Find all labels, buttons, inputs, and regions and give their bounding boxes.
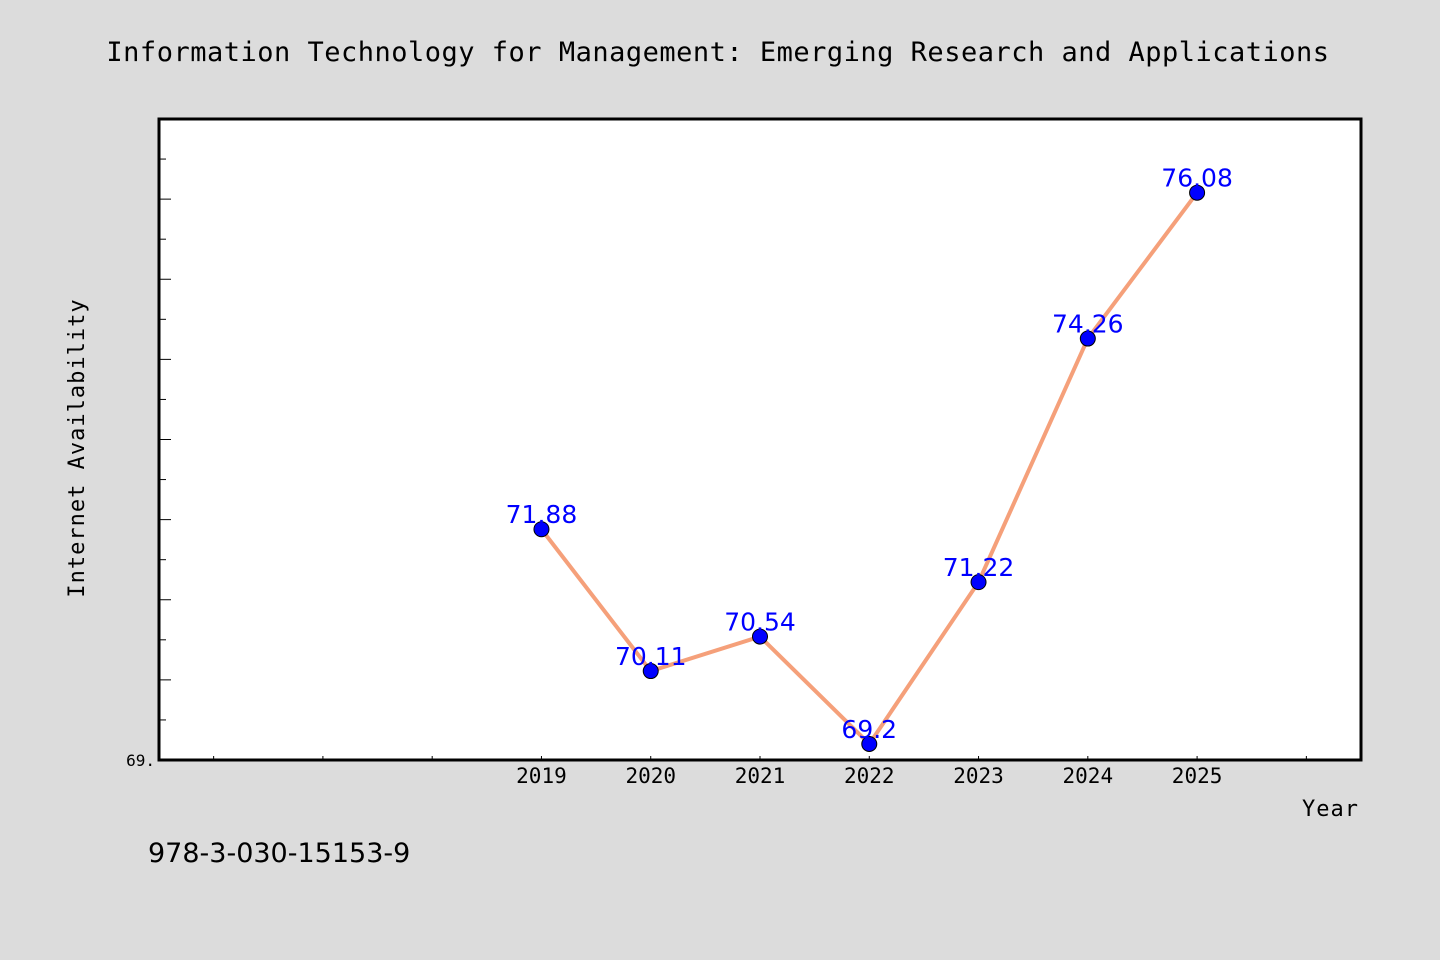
x-tick-label: 2022 [844,764,895,788]
data-label: 71.22 [943,553,1015,582]
x-tick-label: 2019 [516,764,567,788]
data-point [533,521,550,538]
x-axis-label: Year [1302,797,1359,822]
data-label: 74.26 [1052,310,1124,339]
x-tick-label: 2025 [1172,764,1223,788]
data-point [642,663,659,680]
data-label: 71.88 [506,500,578,529]
x-tick-label: 2021 [735,764,786,788]
data-label: 70.54 [724,608,796,637]
data-point [1189,184,1206,201]
y-axis-ticks [159,158,171,721]
y-axis-label: Internet Availability [65,298,90,597]
data-labels: 71.88 70.11 70.54 69.2 71.22 74.26 76.08 [506,164,1233,744]
data-label: 70.11 [615,642,687,671]
x-tick-label: 2023 [953,764,1004,788]
data-label: 76.08 [1161,164,1233,193]
x-tick-label: 2024 [1063,764,1114,788]
x-axis-ticks [213,756,1307,760]
x-tick-labels: 2019 2020 2021 2022 2023 2024 2025 [516,764,1222,788]
data-point [752,628,768,645]
data-point [861,735,878,752]
data-point [1079,330,1096,347]
footer-isbn: 978-3-030-15153-9 [148,838,410,869]
x-tick-label: 2020 [625,764,676,788]
data-point [970,574,987,591]
plot-area [157,117,1363,762]
data-markers [533,184,1206,752]
y-tick-label: 69. [126,751,155,770]
data-label: 69.2 [841,715,897,744]
chart-title: Information Technology for Management: E… [106,37,1329,68]
